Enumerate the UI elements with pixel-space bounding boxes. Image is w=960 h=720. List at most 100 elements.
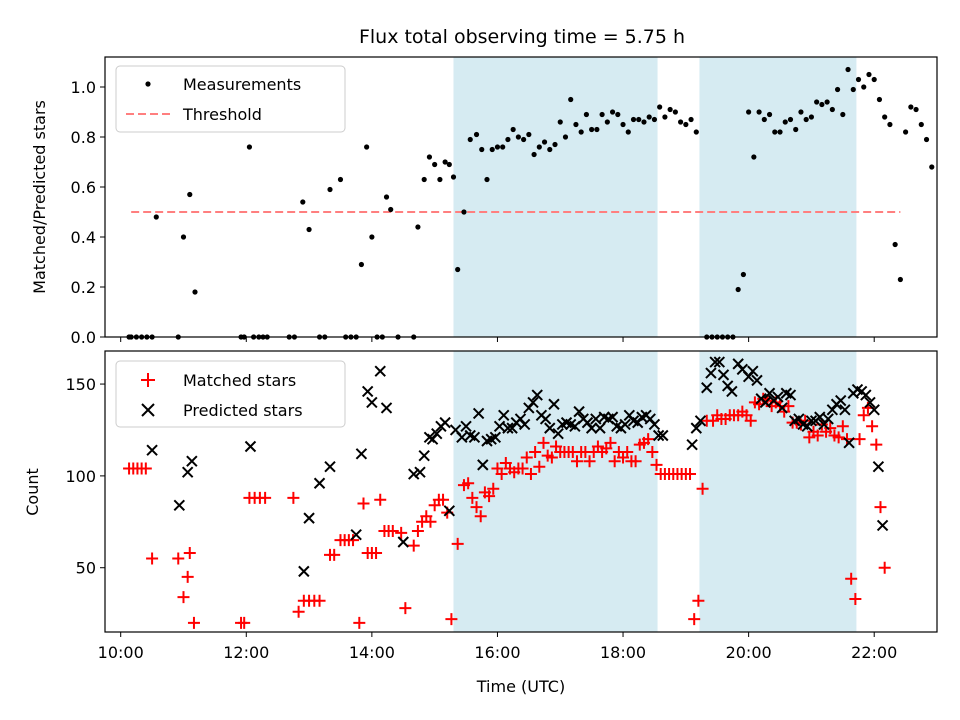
- predicted-star-point: [548, 398, 560, 410]
- predicted-star-point: [298, 565, 310, 578]
- measurement-point: [337, 176, 344, 183]
- x-axis-label: Time (UTC): [476, 677, 565, 696]
- measurement-point: [599, 111, 605, 118]
- predicted-star-point: [694, 415, 707, 427]
- predicted-star-point: [751, 374, 763, 387]
- matched-star-point: [608, 455, 621, 468]
- measurement-point: [766, 111, 773, 118]
- measurement-point: [683, 121, 689, 128]
- matched-star-point: [524, 468, 537, 481]
- measurement-point: [306, 226, 312, 233]
- legend-predicted-label: Predicted stars: [183, 401, 303, 420]
- measurement-point: [746, 109, 752, 115]
- matched-star-point: [744, 414, 757, 427]
- predicted-star-point: [544, 422, 556, 434]
- measurement-point: [672, 109, 678, 115]
- matched-star-point: [347, 534, 360, 547]
- measurement-point: [547, 146, 553, 153]
- predicted-star-point: [657, 429, 669, 442]
- measurement-point: [531, 151, 537, 158]
- matched-star-point: [520, 451, 533, 464]
- measurement-point: [772, 129, 778, 135]
- measurement-point: [583, 111, 590, 118]
- bottom-plot-frame: [104, 350, 938, 633]
- predicted-star-point: [843, 437, 855, 449]
- measurement-point: [589, 126, 595, 133]
- matched-star-point: [849, 592, 862, 605]
- bottom-y-ticks: 50 100 150: [65, 375, 105, 578]
- measurement-point: [735, 286, 741, 293]
- predicted-star-point: [355, 448, 368, 460]
- matched-star-point: [570, 455, 583, 468]
- predicted-star-point: [717, 369, 730, 381]
- measurement-point: [662, 114, 668, 120]
- matched-star-point: [146, 552, 159, 565]
- matched-star-point: [688, 613, 701, 626]
- matched-star-point: [840, 433, 853, 446]
- predicted-star-point: [839, 404, 851, 416]
- measurement-point: [246, 144, 253, 150]
- predicted-star-point: [531, 389, 543, 401]
- matched-star-point: [529, 446, 542, 459]
- predicted-star-point: [313, 477, 326, 489]
- predicted-star-point: [690, 422, 703, 434]
- measurement-point: [473, 131, 480, 138]
- top-y-axis-label: Matched/Predicted stars: [30, 100, 49, 294]
- predicted-star-point: [590, 413, 602, 425]
- measurement-point: [751, 154, 757, 160]
- measurement-point: [793, 126, 799, 133]
- matched-star-point: [646, 446, 659, 459]
- predicted-star-point: [460, 420, 472, 433]
- measurement-point: [829, 106, 835, 113]
- measurement-point: [510, 126, 516, 133]
- predicted-star-point: [418, 449, 430, 462]
- bottom-x-ticks: 10:00 12:00 14:00 16:00 18:00 20:00 22:00: [98, 632, 897, 662]
- measurement-point: [740, 271, 746, 278]
- legend-threshold-label: Threshold: [182, 105, 262, 124]
- measurement-point: [552, 141, 558, 148]
- measurement-point: [923, 136, 930, 143]
- predicted-star-point: [408, 468, 420, 480]
- measurement-point: [814, 99, 820, 105]
- matched-star-point: [684, 468, 697, 481]
- measurement-point: [489, 146, 495, 153]
- observing-window-shade: [699, 351, 857, 632]
- predicted-star-point: [868, 404, 880, 416]
- measurement-point: [903, 129, 909, 135]
- observing-window-shade: [699, 57, 857, 337]
- matched-star-point: [353, 616, 366, 629]
- measurement-point: [787, 116, 794, 123]
- measurement-point: [364, 144, 370, 150]
- matched-star-point: [386, 524, 399, 537]
- matched-star-point: [533, 460, 546, 473]
- predicted-star-point: [431, 427, 443, 440]
- measurement-point: [819, 101, 825, 108]
- measurement-point: [180, 234, 187, 240]
- matched-star-point: [445, 613, 458, 626]
- measurement-point: [609, 109, 616, 115]
- measurement-point: [677, 119, 684, 125]
- predicted-star-point: [361, 385, 374, 398]
- matched-star-point: [183, 547, 196, 560]
- matched-star-point: [370, 547, 383, 560]
- measurement-point: [840, 111, 846, 118]
- measurement-point: [568, 96, 574, 103]
- measurement-point: [594, 126, 600, 133]
- legend-measurements-marker: [145, 81, 151, 87]
- predicted-star-point: [822, 413, 834, 425]
- legend-predicted-marker: [141, 403, 155, 417]
- measurement-point: [573, 121, 579, 128]
- measurement-point: [526, 131, 532, 138]
- top-legend-box: [115, 65, 346, 133]
- measurement-point: [824, 99, 830, 105]
- x-tick-label: 16:00: [474, 643, 520, 662]
- measurement-point: [646, 114, 652, 120]
- matched-star-point: [395, 526, 408, 539]
- x-tick-label: 14:00: [349, 643, 395, 662]
- measurement-point: [153, 214, 159, 220]
- y-tick-label: 0.8: [71, 128, 96, 147]
- measurement-point: [798, 109, 804, 115]
- measurement-point: [500, 144, 506, 150]
- measurement-point: [693, 129, 699, 135]
- measurement-point: [467, 136, 473, 143]
